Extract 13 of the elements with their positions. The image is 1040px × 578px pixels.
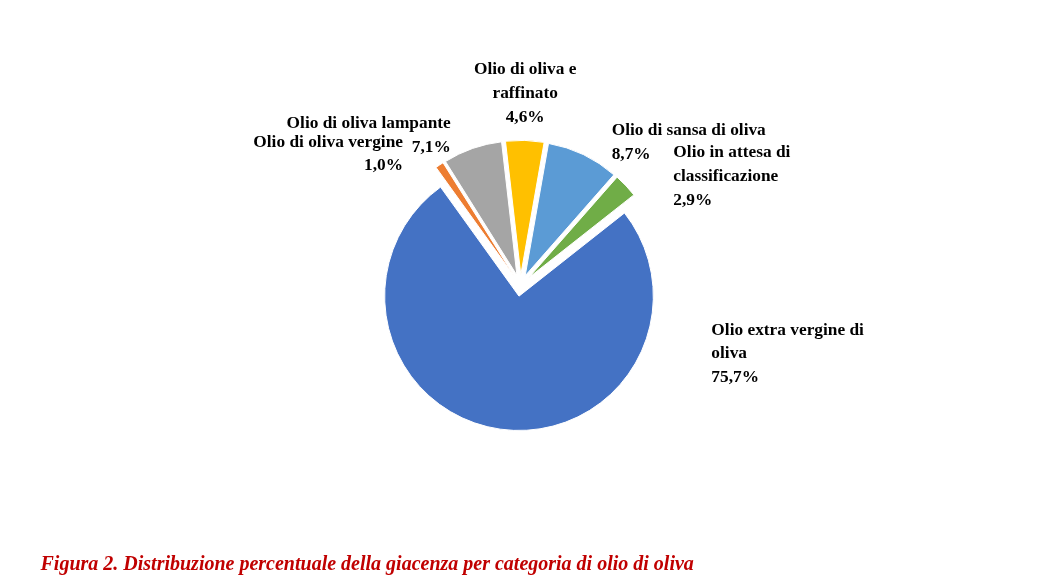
data-label: 4,6% [505, 106, 545, 126]
data-label: 75,7% [711, 367, 760, 387]
slice-label: Olio di oliva lampante [286, 113, 452, 133]
slice-label: Olio di sansa di oliva [611, 120, 767, 140]
slice-label: Olio di oliva vergine [253, 131, 404, 151]
slice-label: Olio di oliva e raffinato [473, 59, 577, 103]
slice-label: Olio in attesa di classificazione [673, 142, 791, 186]
slice-label: Olio extra vergine di oliva [711, 319, 865, 363]
data-label: 8,7% [611, 143, 651, 163]
data-label: 1,0% [363, 155, 403, 175]
data-label: 7,1% [411, 137, 451, 157]
text: Figura 2. Distribuzione percentuale della giacenza per categoria di olio di oliva [39, 551, 694, 575]
data-label: 2,9% [673, 189, 713, 209]
